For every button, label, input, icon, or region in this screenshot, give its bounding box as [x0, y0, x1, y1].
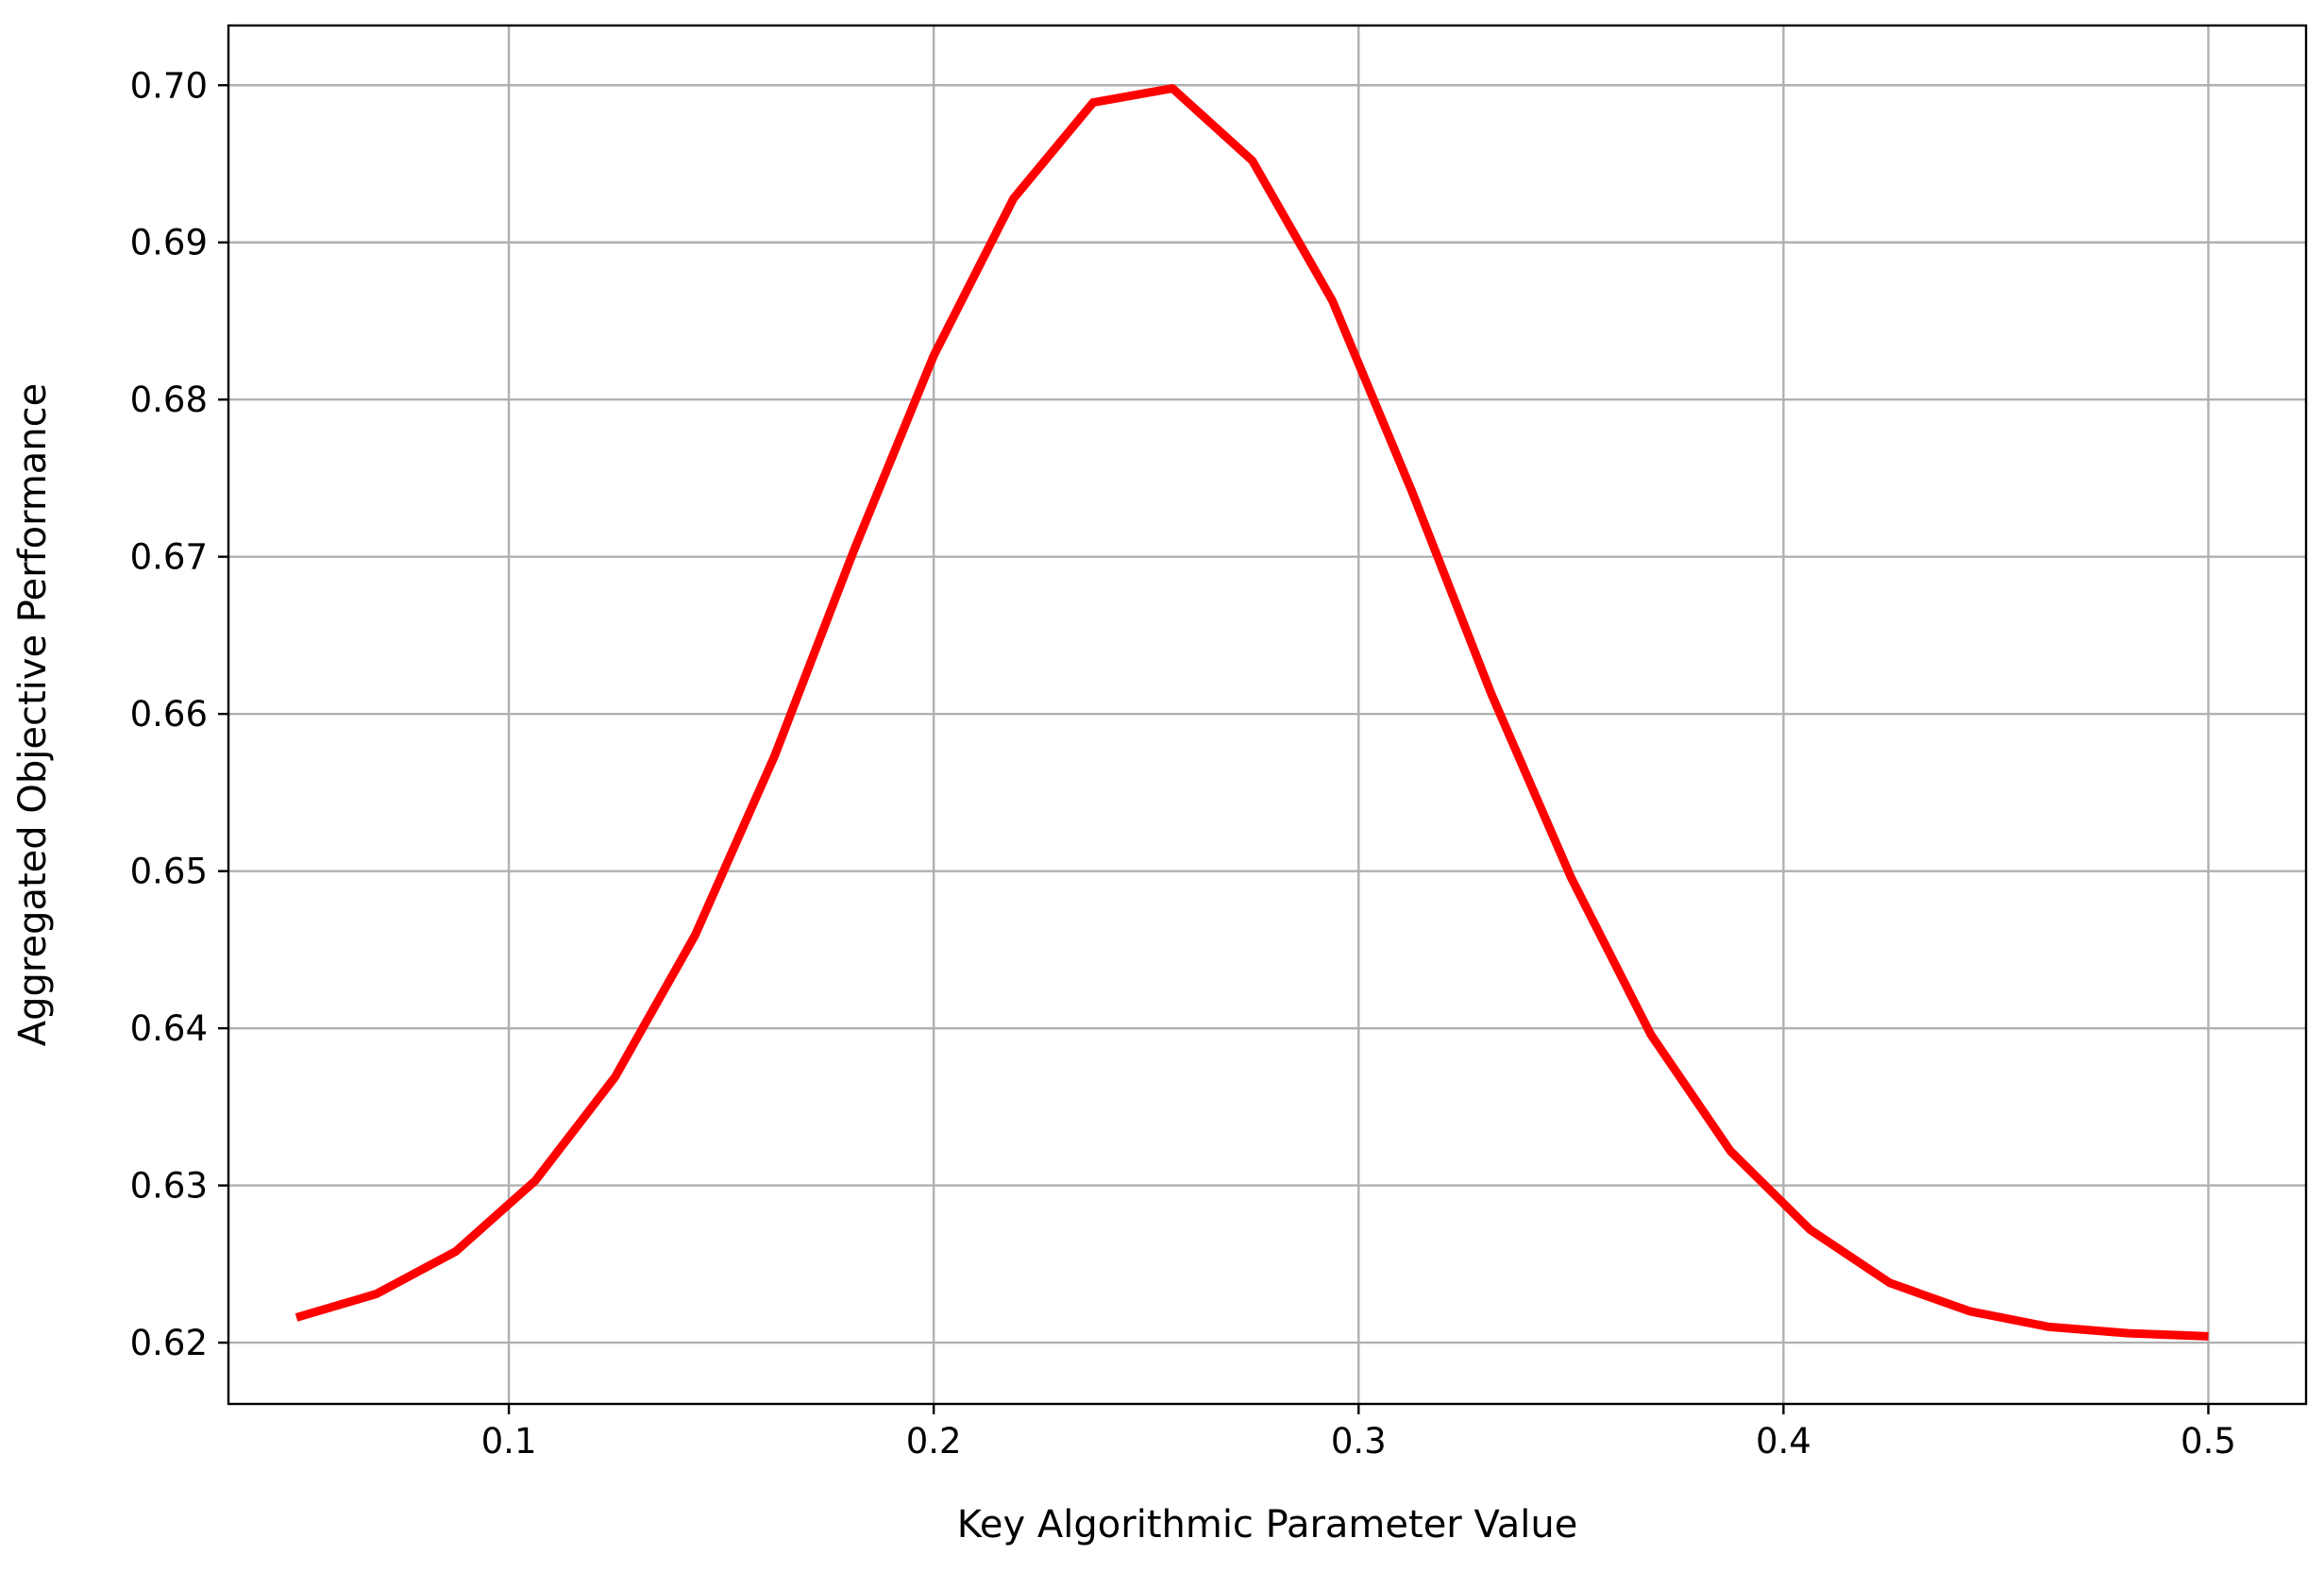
y-tick-label: 0.69 — [130, 223, 208, 263]
y-tick-label: 0.70 — [130, 65, 208, 106]
x-tick-label: 0.2 — [906, 1421, 962, 1462]
y-tick-label: 0.67 — [130, 537, 208, 578]
x-tick-label: 0.5 — [2181, 1421, 2236, 1462]
y-tick-label: 0.66 — [130, 694, 208, 735]
y-tick-label: 0.63 — [130, 1166, 208, 1207]
y-tick-label: 0.62 — [130, 1323, 208, 1363]
y-tick-label: 0.68 — [130, 380, 208, 420]
x-tick-label: 0.3 — [1331, 1421, 1387, 1462]
x-tick-label: 0.4 — [1756, 1421, 1811, 1462]
y-tick-label: 0.64 — [130, 1008, 208, 1049]
x-tick-label: 0.1 — [481, 1421, 537, 1462]
x-axis-label: Key Algorithmic Parameter Value — [957, 1503, 1578, 1547]
y-axis-label: Aggregated Objective Performance — [11, 383, 55, 1046]
y-tick-label: 0.65 — [130, 852, 208, 892]
